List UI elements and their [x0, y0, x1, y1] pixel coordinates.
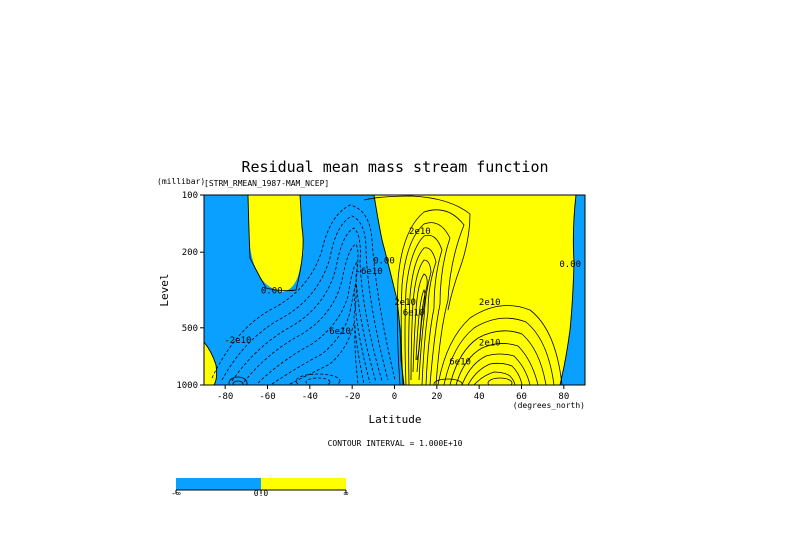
x-tick-label: -80 — [217, 392, 233, 402]
x-tick-label: 0 — [392, 392, 397, 402]
positive-region-subtropical-south — [248, 195, 304, 292]
positive-region-antarctic — [204, 342, 217, 385]
contour-interval: CONTOUR INTERVAL = 1.000E+10 — [328, 439, 463, 448]
x-tick-label: -40 — [302, 392, 318, 402]
y-axis: 100 200 500 1000 — [176, 191, 204, 391]
zero-contours — [204, 195, 577, 385]
y-units-label: (millibar) — [157, 177, 205, 186]
contour-label: -2e10 — [224, 336, 251, 346]
x-axis-label: Latitude — [369, 413, 422, 426]
x-axis: -80 -60 -40 -20 0 20 40 60 80 — [217, 385, 569, 402]
x-tick-label: -20 — [344, 392, 360, 402]
y-tick-label: 1000 — [176, 381, 198, 391]
colorbar-tick-min: -∞ — [171, 489, 181, 498]
y-tick-label: 100 — [182, 191, 198, 201]
y-tick-label: 500 — [182, 324, 198, 334]
contour-label: 6e10 — [449, 357, 471, 367]
contour-label: 0.00 — [261, 287, 283, 297]
contour-labels: 0.00-2e10-6e10-6e100.002e102e106e102e102… — [224, 227, 581, 368]
contour-label: 2e10 — [394, 298, 416, 308]
colorbar-tick-max: ∞ — [344, 489, 349, 498]
contour-label: 6e10 — [403, 308, 425, 318]
contour-label: -6e10 — [324, 327, 351, 337]
chart-title: Residual mean mass stream function — [241, 158, 548, 176]
colorbar-tick-zero: 0.0 — [254, 489, 269, 498]
plot-area — [204, 195, 585, 385]
colorbar-positive — [261, 478, 346, 490]
contour-label: 0.00 — [559, 260, 581, 270]
x-tick-label: 40 — [474, 392, 485, 402]
contour-label: 2e10 — [479, 339, 501, 349]
x-tick-label: 60 — [516, 392, 527, 402]
colorbar-negative — [176, 478, 261, 490]
y-tick-label: 200 — [182, 248, 198, 258]
colorbar: -∞ 0.0 ∞ — [171, 478, 349, 498]
y-axis-label: Level — [158, 273, 171, 306]
negative-contours — [211, 204, 396, 385]
contour-label: 2e10 — [409, 227, 431, 237]
dataset-label: [STRM_RMEAN_1987-MAM_NCEP] — [204, 179, 329, 188]
surface-cells — [228, 373, 513, 385]
x-tick-label: 20 — [431, 392, 442, 402]
positive-region-north — [374, 195, 576, 385]
x-tick-label: -60 — [259, 392, 275, 402]
x-units-label: (degrees_north) — [513, 401, 585, 410]
contour-label: -6e10 — [356, 267, 383, 277]
contour-label: 0.00 — [373, 257, 395, 267]
x-tick-label: 80 — [558, 392, 569, 402]
contour-label: 2e10 — [479, 298, 501, 308]
